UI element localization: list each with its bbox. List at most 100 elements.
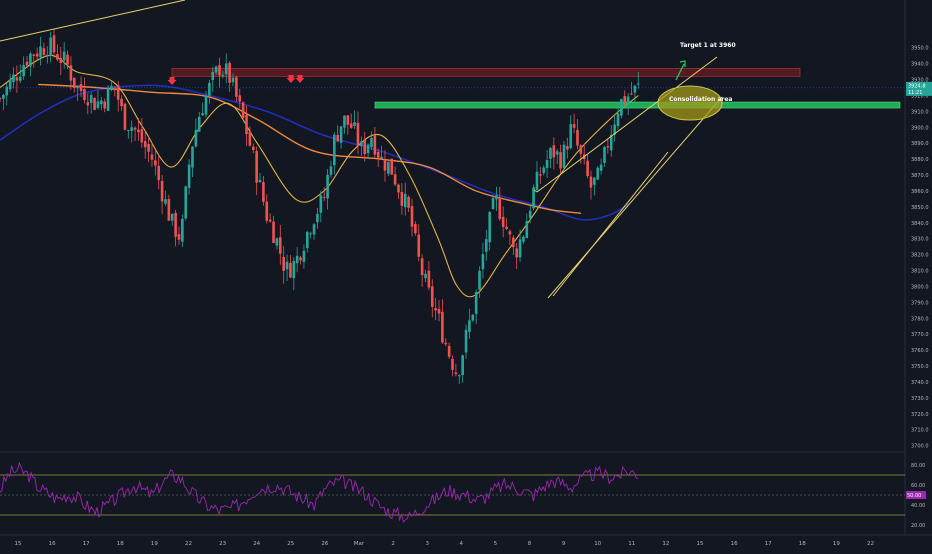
x-tick-label: 10 <box>594 541 601 547</box>
candle-body <box>265 201 269 221</box>
x-tick-label: 8 <box>528 541 532 547</box>
y-tick-label: 3850.0 <box>911 205 929 211</box>
rsi-value-tag-box <box>906 491 926 499</box>
y-tick-label: 3820.0 <box>911 253 929 259</box>
price-tag-box <box>906 81 932 96</box>
candle-body <box>262 182 265 202</box>
candle-body <box>566 145 569 150</box>
candle-body <box>106 87 110 111</box>
x-tick-label: Mar <box>354 541 365 547</box>
consolidation-annotation: Consolidation area <box>669 96 732 103</box>
candle-body <box>224 63 228 75</box>
candle-body <box>282 256 285 271</box>
candle-body <box>316 213 319 223</box>
x-tick-label: 12 <box>662 541 669 547</box>
y-tick-label: 3740.0 <box>911 380 929 386</box>
candle-body <box>346 115 350 125</box>
x-tick-label: 17 <box>83 541 90 547</box>
y-tick-label: 3950.0 <box>911 46 929 52</box>
candle-body <box>349 123 353 128</box>
candle-body <box>22 64 25 77</box>
rsi-tick-label: 80.00 <box>911 463 925 469</box>
candle-body <box>211 72 215 81</box>
candle-body <box>403 193 407 208</box>
candle-body <box>62 51 66 61</box>
candle-body <box>414 224 417 234</box>
y-tick-label: 3770.0 <box>911 332 929 338</box>
candle-body <box>0 98 2 100</box>
candle-body <box>197 116 201 132</box>
candle-body <box>535 171 539 190</box>
candle-body <box>430 286 434 307</box>
candle-body <box>383 159 387 171</box>
candle-body <box>380 156 383 159</box>
x-tick-label: 3 <box>425 541 429 547</box>
y-tick-label: 3810.0 <box>911 269 929 275</box>
y-tick-label: 3750.0 <box>911 364 929 370</box>
candle-body <box>322 196 326 198</box>
candle-body <box>586 160 589 176</box>
candle-body <box>549 148 552 159</box>
candle-body <box>248 131 252 146</box>
candle-body <box>35 53 39 57</box>
candle-body <box>576 129 579 146</box>
down-arrow-marker <box>286 75 296 83</box>
candle-body <box>488 212 491 243</box>
candle-body <box>295 255 299 264</box>
y-tick-label: 3920.0 <box>911 93 929 99</box>
price-tag-value: 3924.8 <box>908 83 926 89</box>
price-tag-time: 11:21 <box>908 90 922 96</box>
x-tick-label: 19 <box>833 541 840 547</box>
x-tick-label: 4 <box>460 541 464 547</box>
y-tick-label: 3840.0 <box>911 221 929 227</box>
x-tick-label: 15 <box>697 541 704 547</box>
candle-body <box>397 184 400 193</box>
y-tick-label: 3720.0 <box>911 412 929 418</box>
candle-body <box>410 206 414 227</box>
candle-body <box>393 174 397 185</box>
candle-body <box>363 139 367 155</box>
y-tick-label: 3860.0 <box>911 189 929 195</box>
candle-body <box>579 145 583 154</box>
candle-body <box>329 166 333 175</box>
candle-body <box>174 212 177 237</box>
candle-body <box>302 250 306 262</box>
candle-body <box>258 179 262 183</box>
ma-long-line <box>0 84 630 221</box>
candle-body <box>15 77 19 81</box>
x-tick-label: 18 <box>117 541 124 547</box>
candle-body <box>609 134 613 151</box>
candle-body <box>275 238 279 246</box>
candle-body <box>100 100 103 105</box>
candle-body <box>306 231 309 249</box>
candle-body <box>49 37 52 56</box>
channel-upper-line <box>536 56 718 193</box>
candle-body <box>451 358 454 370</box>
candle-body <box>2 94 5 99</box>
candle-body <box>633 85 637 93</box>
rsi-tick-label: 20.00 <box>911 523 925 529</box>
candle-body <box>484 239 488 252</box>
candle-body <box>596 167 600 180</box>
candle-body <box>143 141 147 148</box>
candle-body <box>255 150 258 183</box>
x-tick-label: 2 <box>391 541 395 547</box>
candle-body <box>83 89 86 101</box>
candle-body <box>569 124 573 148</box>
candle-body <box>542 167 546 173</box>
candle-body <box>177 234 181 240</box>
x-tick-label: 16 <box>49 541 56 547</box>
candle-body <box>522 236 525 242</box>
candle-body <box>157 165 161 181</box>
candle-body <box>208 82 211 96</box>
candle-body <box>515 248 518 258</box>
candle-body <box>272 221 275 244</box>
channel-middle-line <box>547 96 723 299</box>
axes: 3950.0 3940.0 3930.0 3920.0 3910.0 3900.0 3890… <box>0 46 932 547</box>
candle-body <box>218 65 221 76</box>
moving-averages <box>0 0 639 298</box>
candle-body <box>501 216 505 228</box>
x-tick-label: 19 <box>151 541 158 547</box>
